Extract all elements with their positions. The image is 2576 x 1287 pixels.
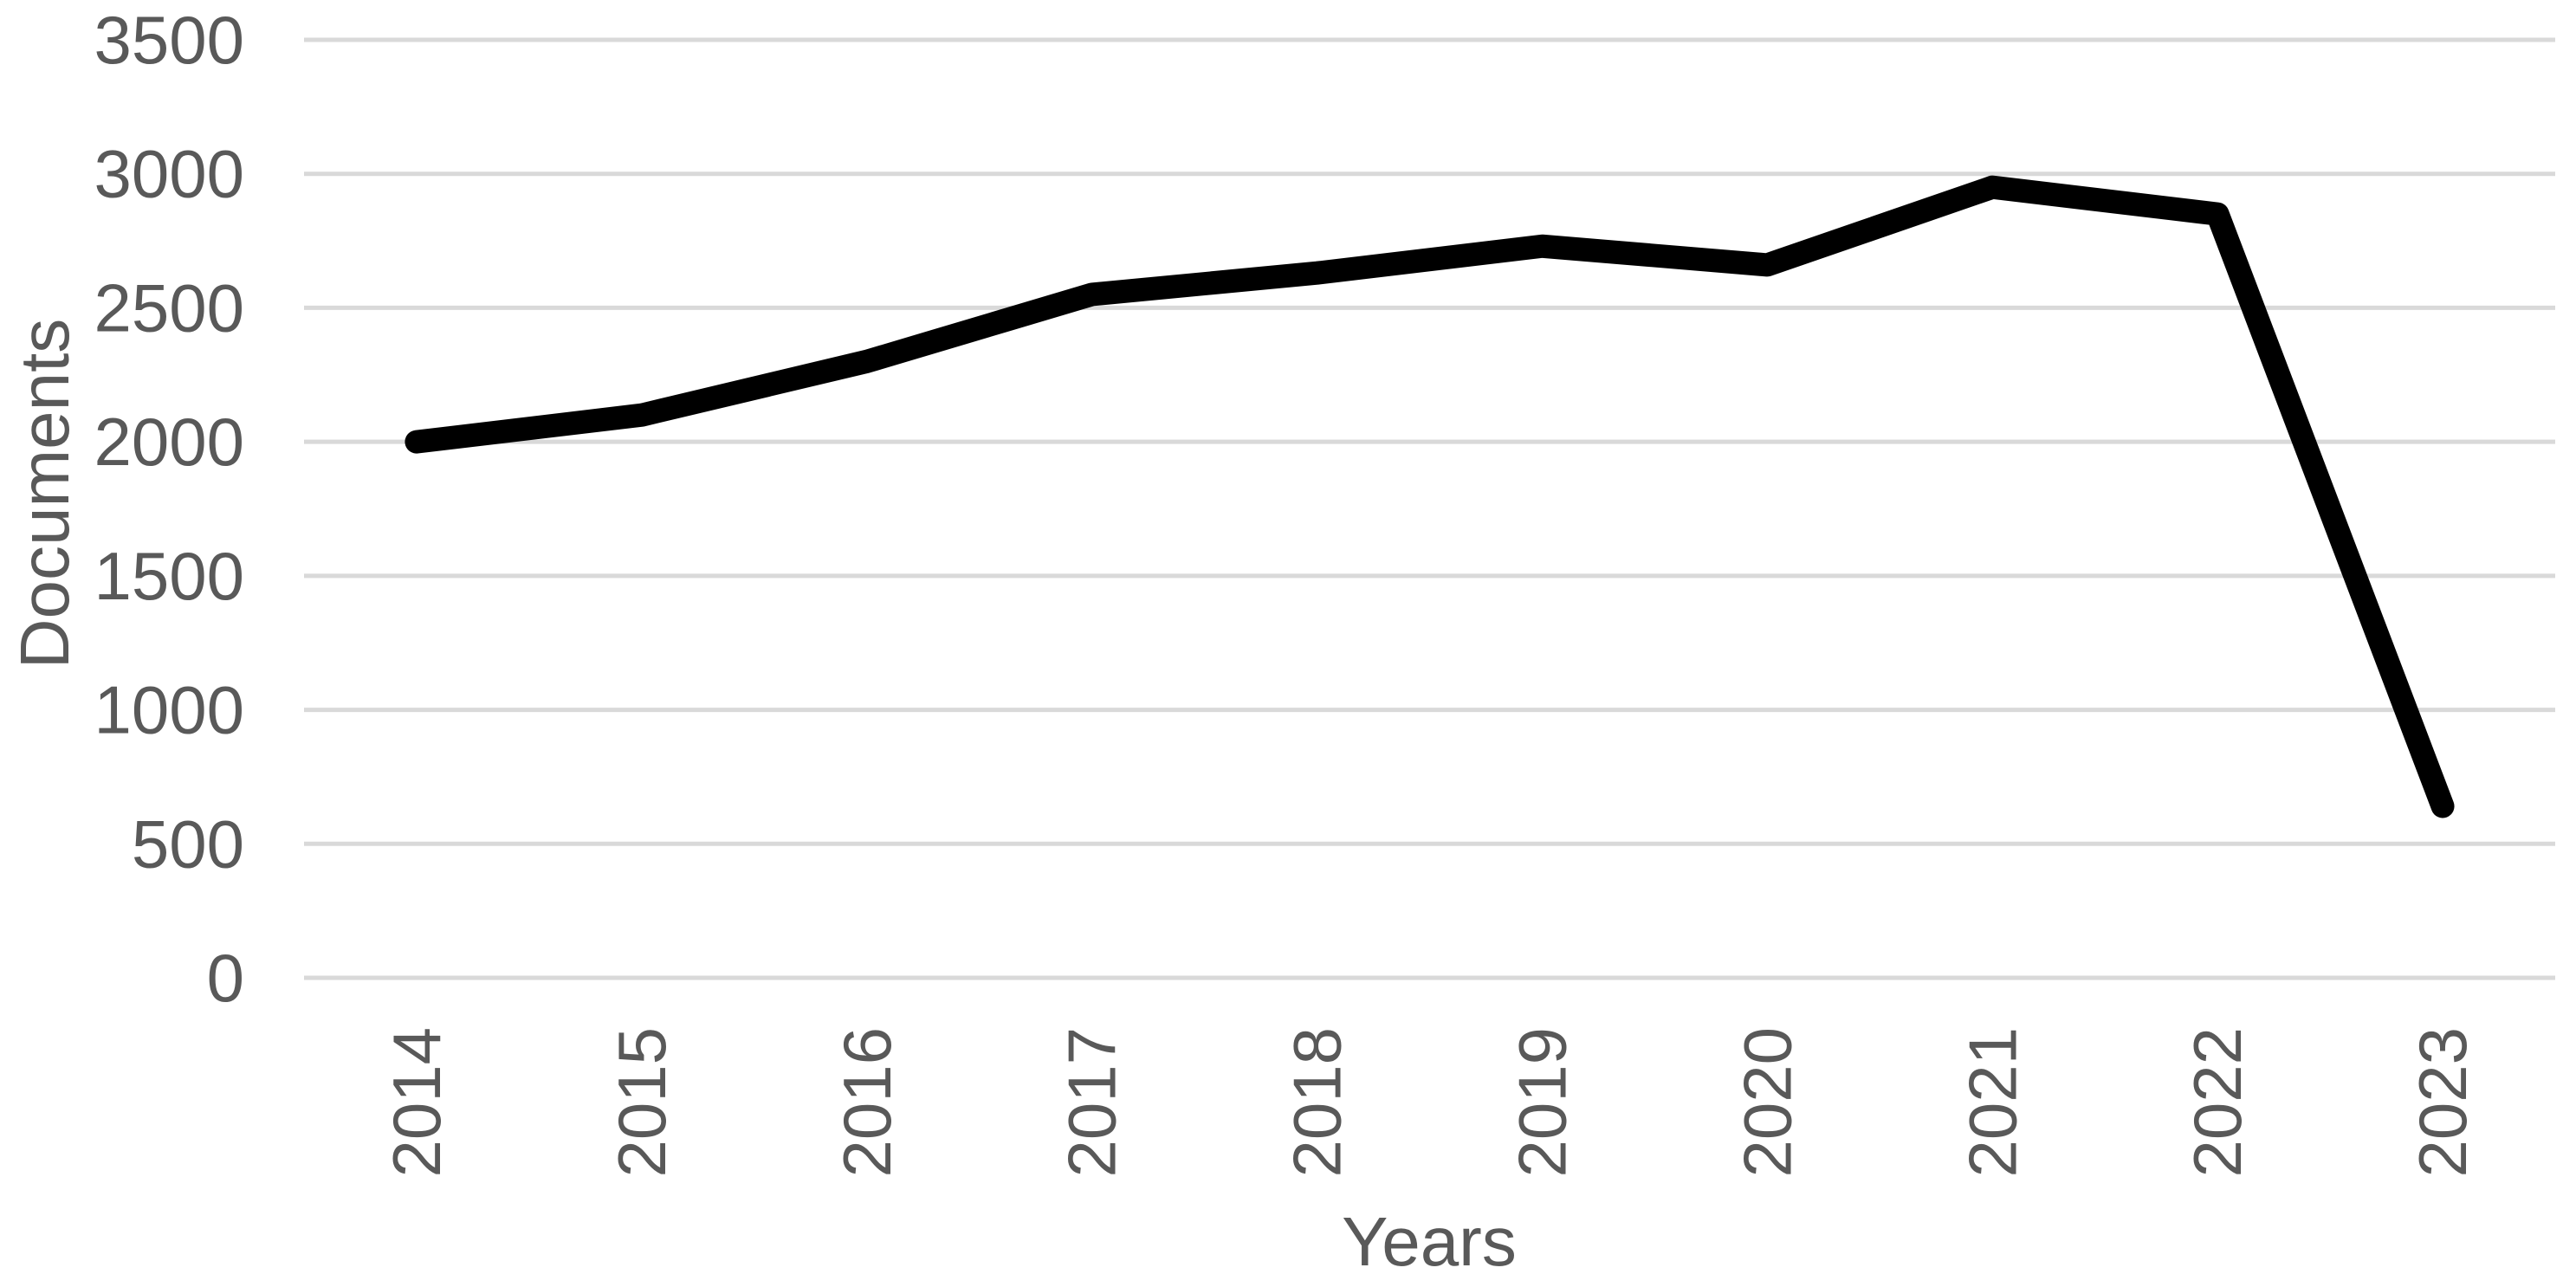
x-axis-title: Years [1342,1203,1517,1280]
y-axis-title: Documents [6,318,83,669]
y-tick-label: 3500 [94,2,244,78]
y-tick-label: 2500 [94,269,244,346]
x-tick-label: 2022 [2179,1027,2256,1178]
y-tick-label: 1500 [94,538,244,614]
x-tick-label: 2021 [1954,1027,2030,1178]
y-tick-label: 2000 [94,404,244,480]
y-tick-label: 3000 [94,136,244,212]
x-tick-label: 2020 [1729,1027,1805,1178]
x-tick-label: 2014 [379,1027,455,1178]
x-tick-label: 2017 [1054,1027,1130,1178]
x-tick-label: 2023 [2404,1027,2481,1178]
y-tick-label: 0 [207,940,244,1016]
data-line-documents [405,175,2455,818]
x-tick-label: 2018 [1279,1027,1356,1178]
x-tick-label: 2019 [1504,1027,1580,1178]
y-tick-label: 500 [132,805,244,882]
x-tick-label: 2015 [604,1027,680,1178]
x-tick-label: 2016 [829,1027,905,1178]
y-tick-label: 1000 [94,672,244,748]
